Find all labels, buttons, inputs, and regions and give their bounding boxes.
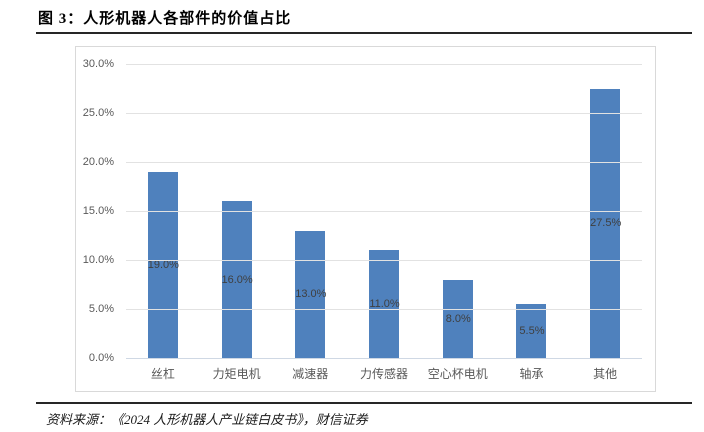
bar-series-value: 8.0% (442, 279, 473, 358)
y-axis: 0.0% 5.0% 10.0% 15.0% 20.0% 25.0% 30.0% (76, 58, 120, 364)
x-category-label: 力矩电机 (212, 367, 261, 381)
x-category-label: 减速器 (292, 367, 329, 381)
bar-data-label: 5.5% (519, 325, 545, 338)
bar-slot: 13.0% (273, 64, 347, 358)
y-tick-label: 20.0% (82, 156, 114, 168)
bar-slot: 5.5% (495, 64, 569, 358)
y-tick-label: 5.0% (88, 303, 114, 315)
x-category-label: 其他 (593, 367, 618, 381)
y-gridline (126, 113, 642, 114)
bar-slot: 16.0% (200, 64, 274, 358)
bar-series-value: 5.5% (516, 304, 547, 358)
y-gridline (126, 162, 642, 163)
y-tick-label: 25.0% (82, 107, 114, 119)
chart-area: 0.0% 5.0% 10.0% 15.0% 20.0% 25.0% 30.0% 19.0% 1… (75, 46, 656, 392)
bar-data-label: 8.0% (445, 312, 471, 325)
x-category-label: 空心杯电机 (427, 367, 488, 381)
bar-data-label: 11.0% (369, 298, 400, 311)
y-gridline (126, 211, 642, 212)
y-tick-label: 15.0% (82, 205, 114, 217)
x-axis-category-labels: 丝杠 力矩电机 减速器 力传感器 空心杯电机 轴承 其他 (126, 365, 642, 382)
source-divider-rule (36, 402, 692, 404)
bars-row: 19.0% 16.0% 13.0% 11.0% 8.0% 5.5% 27.5% (126, 64, 642, 358)
title-divider-rule (36, 32, 692, 34)
y-gridline (126, 309, 642, 310)
x-axis-line (126, 358, 642, 359)
bar-series-value: 13.0% (295, 230, 327, 358)
bar-slot: 8.0% (421, 64, 495, 358)
bar-data-label: 13.0% (295, 288, 327, 301)
y-tick-label: 30.0% (82, 58, 114, 70)
bar-data-label: 27.5% (590, 217, 622, 230)
y-tick-label: 10.0% (82, 254, 114, 266)
y-tick-label: 0.0% (88, 352, 114, 364)
figure-title: 图 3：人形机器人各部件的价值占比 (38, 11, 292, 27)
y-gridline (126, 64, 642, 65)
y-gridline (126, 260, 642, 261)
x-category-label: 轴承 (519, 367, 544, 381)
bar-series-value: 19.0% (147, 171, 179, 358)
bar-data-label: 19.0% (147, 258, 179, 271)
bar-series-value: 27.5% (590, 88, 622, 358)
bar-slot: 19.0% (126, 64, 200, 358)
source-note: 资料来源：《2024 人形机器人产业链白皮书》，财信证券 (46, 412, 368, 427)
x-category-label: 丝杠 (150, 367, 175, 381)
bar-series-value: 16.0% (221, 201, 253, 358)
bar-data-label: 16.0% (221, 273, 253, 286)
bar-slot: 27.5% (568, 64, 642, 358)
bar-slot: 11.0% (347, 64, 421, 358)
bar-series-value: 11.0% (369, 250, 400, 358)
plot-area: 19.0% 16.0% 13.0% 11.0% 8.0% 5.5% 27.5% (126, 64, 642, 359)
x-category-label: 力传感器 (360, 367, 409, 381)
